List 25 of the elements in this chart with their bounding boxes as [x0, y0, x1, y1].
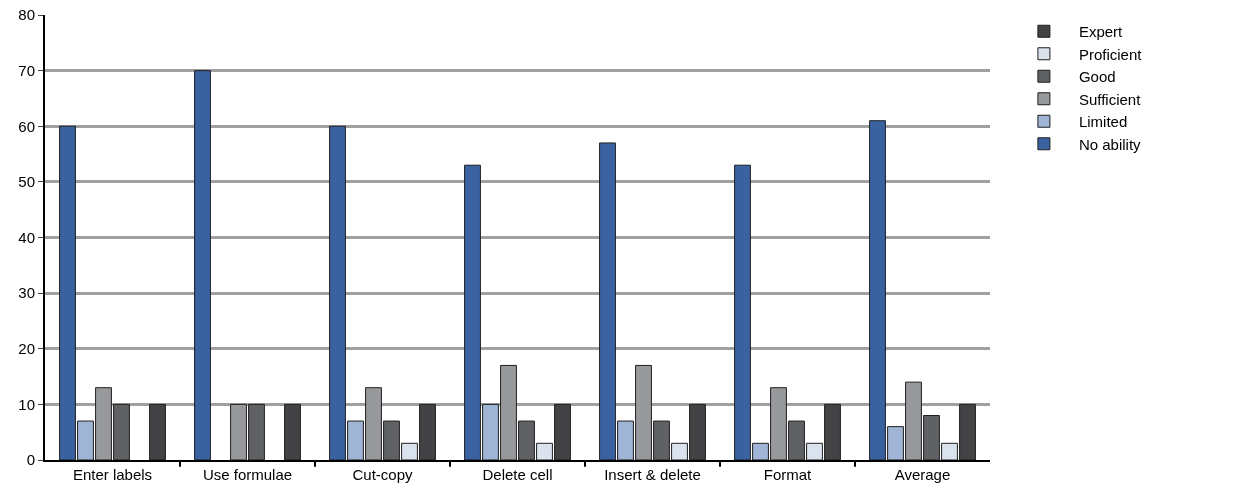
y-tick-label: 80 — [18, 6, 35, 24]
bar — [149, 403, 166, 460]
x-tick-label: Cut-copy — [352, 466, 414, 483]
legend-label: Limited — [1078, 113, 1128, 131]
legend-label: Sufficient — [1078, 90, 1142, 108]
y-tick-label: 50 — [18, 173, 35, 191]
y-tick-label: 30 — [18, 284, 35, 302]
x-tick-label: Insert & delete — [604, 466, 701, 483]
y-tick-label: 20 — [18, 340, 35, 357]
bar — [284, 403, 301, 460]
y-tick-label: 40 — [18, 228, 35, 246]
y-tick-label: 60 — [18, 117, 35, 135]
y-tick-label: 70 — [18, 61, 35, 79]
x-tick-label: Use formulae — [202, 466, 293, 483]
x-tick-label: Format — [763, 466, 813, 483]
y-tick-label: 0 — [26, 451, 35, 469]
legend-label: No ability — [1078, 135, 1142, 153]
x-tick-label: Delete cell — [482, 466, 553, 483]
legend-label: Proficient — [1078, 45, 1143, 63]
x-tick-label: Average — [894, 466, 951, 483]
legend-label: Expert — [1078, 23, 1124, 41]
bar — [194, 70, 211, 460]
x-tick-label: Enter labels — [72, 466, 153, 483]
y-tick-label: 10 — [18, 395, 35, 413]
legend-label: Good — [1078, 68, 1116, 86]
